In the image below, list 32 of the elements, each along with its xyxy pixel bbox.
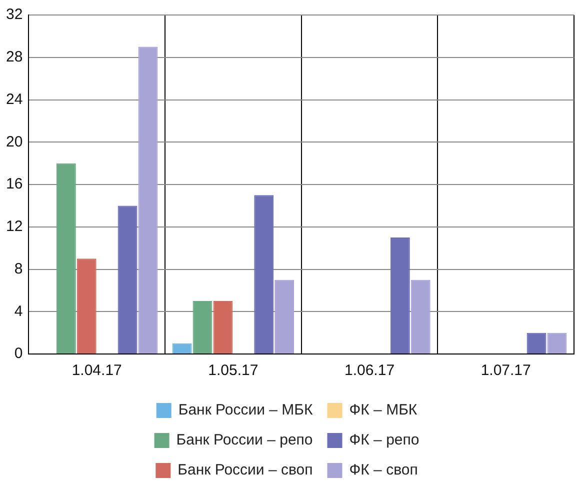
bar xyxy=(274,280,294,354)
x-tick-label: 1.06.17 xyxy=(344,362,395,380)
y-tick-label: 24 xyxy=(6,90,23,108)
y-tick-label: 0 xyxy=(14,345,23,362)
y-tick-label: 4 xyxy=(14,302,23,320)
y-tick-label: 12 xyxy=(6,218,23,236)
bar xyxy=(547,332,567,354)
legend-label: Банк России – репо xyxy=(176,432,313,449)
bar xyxy=(213,301,233,354)
bar xyxy=(76,258,96,354)
y-tick-label: 8 xyxy=(14,260,23,278)
legend-label: Банк России – своп xyxy=(178,462,313,479)
bar xyxy=(118,206,138,354)
bar xyxy=(526,332,546,354)
legend-label: ФК – МБК xyxy=(349,402,418,419)
x-tick-label: 1.05.17 xyxy=(208,362,258,380)
x-tick-label: 1.07.17 xyxy=(480,362,531,380)
y-tick-label: 28 xyxy=(6,48,23,66)
bar xyxy=(390,237,410,354)
legend-label: ФК – своп xyxy=(349,462,418,479)
y-tick-label: 20 xyxy=(6,133,23,150)
legend-label: Банк России – МБК xyxy=(178,402,314,419)
bar xyxy=(172,343,192,354)
bar xyxy=(254,195,274,354)
bar xyxy=(138,46,158,354)
x-tick-label: 1.04.17 xyxy=(72,362,122,380)
y-tick-label: 32 xyxy=(6,6,23,24)
bar xyxy=(192,301,212,354)
bar xyxy=(56,163,76,354)
legend-label: ФК – репо xyxy=(349,432,420,449)
y-tick-label: 16 xyxy=(6,176,23,193)
bar xyxy=(410,280,430,354)
